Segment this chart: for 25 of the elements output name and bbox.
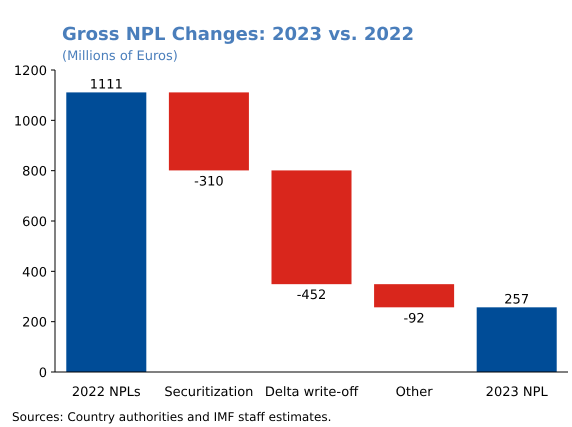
x-tick-label: Securitization <box>164 385 254 400</box>
y-tick-label: 400 <box>22 265 47 280</box>
y-tick-label: 1000 <box>14 114 47 130</box>
data-label: -452 <box>296 288 326 304</box>
x-tick-label: 2022 NPLs <box>72 385 141 400</box>
x-tick-label: Delta write-off <box>264 385 360 400</box>
chart-subtitle: (Millions of Euros) <box>62 49 178 64</box>
bar <box>168 92 249 170</box>
bar <box>66 92 146 372</box>
bar <box>374 284 454 308</box>
bar <box>476 307 557 372</box>
data-label: 1111 <box>90 77 123 92</box>
chart-title: Gross NPL Changes: 2023 vs. 2022 <box>62 24 414 45</box>
data-label: -310 <box>194 174 224 190</box>
source-note: Sources: Country authorities and IMF staff estimates. <box>12 410 332 424</box>
data-label: -92 <box>403 311 425 326</box>
y-tick-label: 600 <box>22 215 47 230</box>
y-tick-label: 200 <box>22 316 47 331</box>
x-tick-label: 2023 NPL <box>486 385 548 400</box>
data-label: 257 <box>504 292 530 308</box>
y-tick-label: 0 <box>38 366 47 381</box>
bar <box>271 170 352 284</box>
y-tick-label: 1200 <box>14 64 47 79</box>
y-tick-label: 800 <box>22 164 47 180</box>
x-tick-label: Other <box>396 385 434 400</box>
